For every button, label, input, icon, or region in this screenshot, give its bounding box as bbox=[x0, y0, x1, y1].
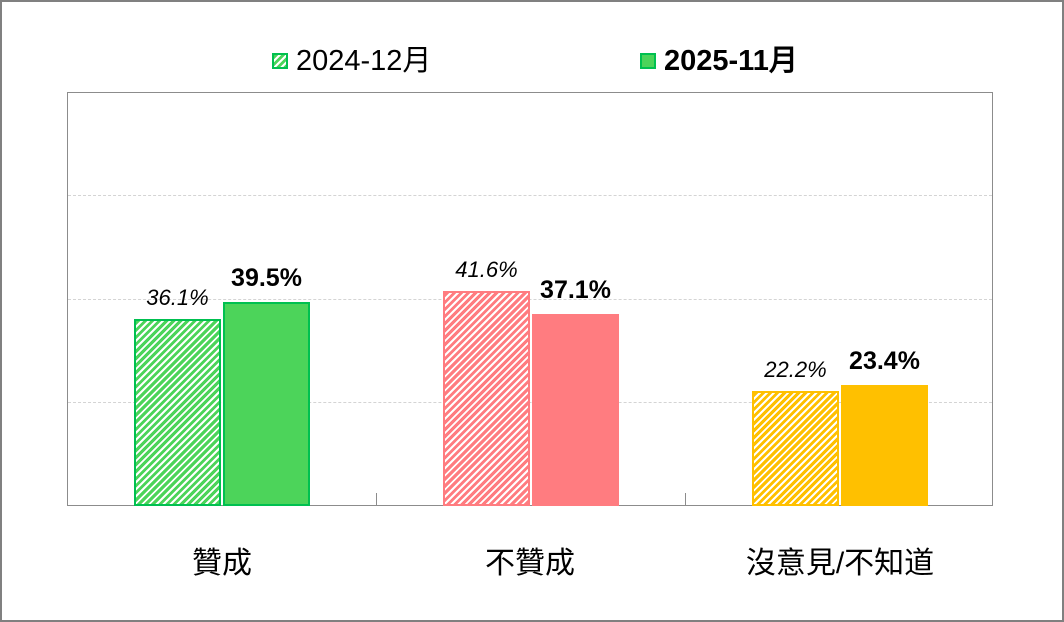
category-tick bbox=[376, 493, 377, 505]
bar-2024-12-2 bbox=[752, 391, 839, 506]
data-label: 22.2% bbox=[764, 357, 827, 383]
data-label: 39.5% bbox=[231, 263, 302, 292]
category-tick bbox=[685, 493, 686, 505]
legend-item-2025-11: 2025-11月 bbox=[640, 44, 798, 78]
legend-label: 2025-11月 bbox=[664, 45, 798, 77]
hatched-swatch-icon bbox=[272, 53, 288, 69]
data-label: 41.6% bbox=[455, 256, 518, 282]
gridline-60 bbox=[68, 195, 992, 196]
gridline-40 bbox=[68, 299, 992, 300]
bar-2025-11-0 bbox=[223, 301, 310, 506]
solid-swatch-icon bbox=[640, 53, 656, 69]
gridline-20 bbox=[68, 402, 992, 403]
category-label: 贊成 bbox=[192, 547, 252, 580]
data-label: 23.4% bbox=[849, 346, 920, 375]
legend-label: 2024-12月 bbox=[296, 45, 432, 77]
data-label: 36.1% bbox=[146, 285, 209, 311]
bar-2024-12-1 bbox=[443, 290, 530, 506]
bar-2025-11-2 bbox=[841, 384, 928, 506]
category-label: 沒意見/不知道 bbox=[745, 547, 935, 580]
data-label: 37.1% bbox=[540, 276, 611, 304]
plot-area bbox=[67, 92, 993, 506]
bar-2025-11-1 bbox=[532, 314, 619, 506]
bar-2024-12-0 bbox=[134, 319, 221, 506]
legend-item-2024-12: 2024-12月 bbox=[272, 44, 431, 78]
category-label: 不贊成 bbox=[485, 547, 575, 580]
